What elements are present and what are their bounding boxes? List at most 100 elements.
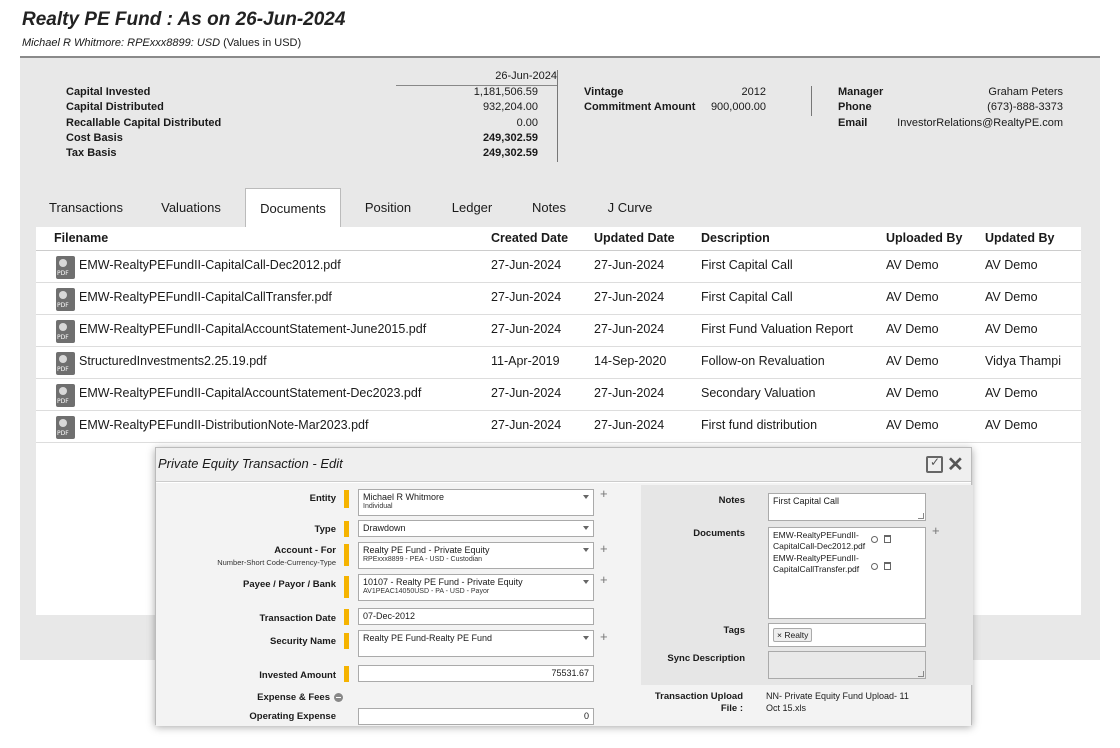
attached-document[interactable]: EMW-RealtyPEFundII-CapitalCall-Dec2012.p… — [773, 530, 866, 551]
payee-select[interactable]: 10107 - Realty PE Fund - Private Equity … — [358, 574, 594, 601]
add-entity-icon[interactable]: + — [600, 486, 608, 501]
email-value[interactable]: InvestorRelations@RealtyPE.com — [897, 116, 1063, 129]
phone-label: Phone — [838, 101, 872, 114]
tab-position[interactable]: Position — [364, 200, 412, 215]
manager-label: Manager — [838, 86, 884, 98]
tab-ledger[interactable]: Ledger — [451, 200, 493, 215]
cost-basis-label: Cost Basis — [66, 131, 123, 144]
notes-textarea[interactable]: First Capital Call — [768, 493, 926, 521]
table-row[interactable]: EMW-RealtyPEFundII-CapitalAccountStateme… — [36, 379, 1081, 411]
required-marker — [344, 490, 349, 508]
phone-value: (673)-888-3373 — [987, 101, 1063, 114]
col-updated-by[interactable]: Updated By — [985, 231, 1055, 245]
col-uploaded-by[interactable]: Uploaded By — [886, 231, 963, 245]
tab-valuations[interactable]: Valuations — [161, 200, 221, 215]
resize-handle[interactable] — [918, 513, 924, 519]
table-row[interactable]: EMW-RealtyPEFundII-CapitalCallTransfer.p… — [36, 283, 1081, 315]
required-marker — [344, 666, 349, 682]
add-document-icon[interactable]: + — [932, 523, 940, 538]
pdf-file-icon — [56, 352, 75, 375]
type-label: Type — [314, 524, 336, 535]
col-created-date[interactable]: Created Date — [491, 231, 569, 245]
updated-date-cell: 27-Jun-2024 — [594, 418, 665, 432]
account-select[interactable]: Realty PE Fund - Private Equity RPExxx88… — [358, 542, 594, 569]
save-icon[interactable] — [926, 455, 943, 473]
transaction-date-input[interactable]: 07-Dec-2012 — [358, 608, 594, 625]
filename-cell[interactable]: StructuredInvestments2.25.19.pdf — [79, 354, 267, 368]
col-updated-date[interactable]: Updated Date — [594, 231, 675, 245]
currency-note: (Values in USD) — [223, 37, 302, 49]
trash-icon[interactable] — [884, 562, 891, 570]
page-title: Realty PE Fund : As on 26-Jun-2024 — [22, 9, 346, 30]
invested-amount-input[interactable]: 75531.67 — [358, 665, 594, 682]
documents-table: Filename Created Date Updated Date Descr… — [36, 227, 1081, 443]
resize-handle[interactable] — [918, 671, 924, 677]
table-row[interactable]: EMW-RealtyPEFundII-DistributionNote-Mar2… — [36, 411, 1081, 443]
created-date-cell: 11-Apr-2019 — [491, 354, 560, 368]
summary-divider — [811, 86, 812, 116]
filename-cell[interactable]: EMW-RealtyPEFundII-CapitalAccountStateme… — [79, 386, 422, 400]
tab-documents[interactable]: Documents — [245, 188, 341, 228]
capital-distributed-value: 932,204.00 — [482, 101, 538, 114]
account-details: RPExxx8899 - PEA - USD - Custodian — [363, 556, 483, 563]
add-payee-icon[interactable]: + — [600, 572, 608, 587]
security-name-select[interactable]: Realty PE Fund-Realty PE Fund — [358, 630, 594, 657]
pdf-file-icon — [56, 416, 75, 439]
transaction-date-value: 07-Dec-2012 — [363, 611, 416, 621]
add-account-icon[interactable]: + — [600, 541, 608, 556]
uploaded-by-cell: AV Demo — [886, 290, 939, 304]
capital-invested-label: Capital Invested — [66, 86, 151, 98]
updated-by-cell: AV Demo — [985, 322, 1038, 336]
operating-expense-input[interactable]: 0 — [358, 708, 594, 725]
sync-description-textarea[interactable] — [768, 651, 926, 679]
filename-cell[interactable]: EMW-RealtyPEFundII-CapitalCall-Dec2012.p… — [79, 258, 341, 272]
tag-chip[interactable]: × Realty — [773, 628, 813, 642]
dialog-title: Private Equity Transaction - Edit — [158, 456, 343, 471]
tab-notes[interactable]: Notes — [532, 200, 566, 215]
table-row[interactable]: EMW-RealtyPEFundII-CapitalCall-Dec2012.p… — [36, 251, 1081, 283]
download-icon[interactable] — [871, 536, 878, 543]
fund-detail-panel: 26-Jun-2024 Capital Invested 1,181,506.59… — [20, 56, 1100, 660]
trash-icon[interactable] — [884, 535, 891, 543]
tags-input[interactable]: × Realty — [768, 623, 926, 647]
expense-fees-label: Expense & Fees — [257, 692, 330, 703]
capital-invested-value: 1,181,506.59 — [473, 86, 538, 98]
collapse-icon[interactable] — [334, 693, 343, 702]
required-marker — [344, 609, 349, 625]
tab-j-curve[interactable]: J Curve — [607, 200, 653, 215]
operating-expense-label: Operating Expense — [249, 711, 336, 722]
payee-label: Payee / Payor / Bank — [243, 579, 336, 590]
updated-date-cell: 27-Jun-2024 — [594, 322, 665, 336]
tab-transactions[interactable]: Transactions — [49, 200, 123, 215]
commitment-amount-value: 900,000.00 — [710, 101, 766, 114]
dialog-header: Private Equity Transaction - Edit ✕ — [156, 448, 971, 482]
add-security-icon[interactable]: + — [600, 629, 608, 644]
col-filename[interactable]: Filename — [54, 231, 109, 245]
entity-value: Michael R Whitmore — [363, 492, 445, 502]
notes-value: First Capital Call — [773, 496, 840, 506]
chevron-down-icon — [583, 636, 589, 640]
table-row[interactable]: StructuredInvestments2.25.19.pdf 11-Apr-… — [36, 347, 1081, 379]
entity-label: Entity — [309, 493, 336, 504]
filename-cell[interactable]: EMW-RealtyPEFundII-CapitalCallTransfer.p… — [79, 290, 332, 304]
updated-by-cell: AV Demo — [985, 258, 1038, 272]
attached-document[interactable]: EMW-RealtyPEFundII-CapitalCallTransfer.p… — [773, 553, 860, 574]
security-name-label: Security Name — [269, 636, 336, 647]
uploaded-by-cell: AV Demo — [886, 258, 939, 272]
filename-cell[interactable]: EMW-RealtyPEFundII-CapitalAccountStateme… — [79, 322, 427, 336]
download-icon[interactable] — [871, 563, 878, 570]
security-name-value: Realty PE Fund-Realty PE Fund — [363, 633, 493, 643]
description-cell: First Fund Valuation Report — [701, 322, 853, 336]
filename-cell[interactable]: EMW-RealtyPEFundII-DistributionNote-Mar2… — [79, 418, 369, 432]
close-icon[interactable]: ✕ — [947, 454, 964, 476]
type-select[interactable]: Drawdown — [358, 520, 594, 537]
manager-value: Graham Peters — [988, 86, 1063, 98]
uploaded-by-cell: AV Demo — [886, 322, 939, 336]
col-description[interactable]: Description — [701, 231, 770, 245]
sync-description-label: Sync Description — [667, 653, 745, 664]
entity-type: Individual — [363, 503, 393, 510]
table-row[interactable]: EMW-RealtyPEFundII-CapitalAccountStateme… — [36, 315, 1081, 347]
type-value: Drawdown — [363, 523, 406, 533]
email-label: Email — [838, 116, 868, 129]
entity-select[interactable]: Michael R Whitmore Individual — [358, 489, 594, 516]
